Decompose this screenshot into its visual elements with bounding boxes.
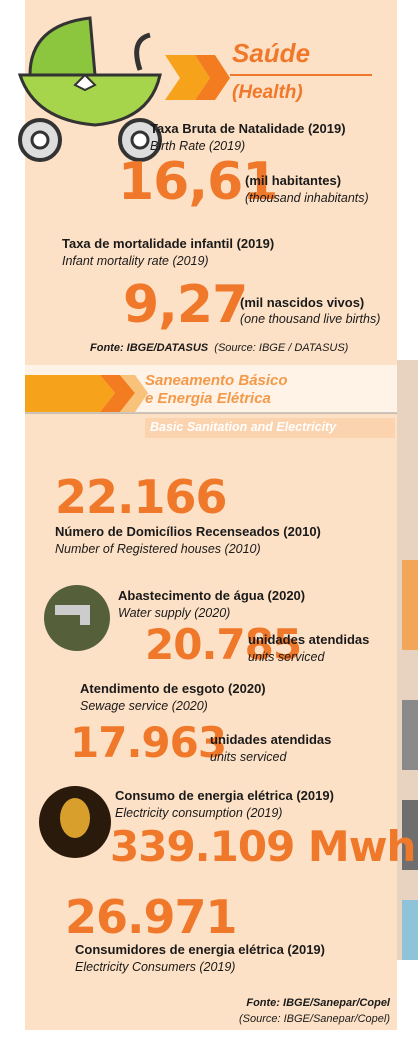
bulb bbox=[60, 798, 90, 838]
side-strip bbox=[402, 900, 418, 960]
label-en: Electricity Consumers (2019) bbox=[75, 960, 235, 974]
label: Abastecimento de água (2020) bbox=[118, 588, 305, 603]
label: Atendimento de esgoto (2020) bbox=[80, 681, 266, 696]
section-title: e Energia Elétrica bbox=[145, 390, 271, 407]
label: Taxa Bruta de Natalidade (2019) bbox=[150, 121, 346, 136]
label-en: Electricity consumption (2019) bbox=[115, 806, 282, 820]
big-value: 26.971 bbox=[65, 890, 237, 944]
big-value: 17.963 bbox=[70, 718, 226, 767]
big-value: 9,27 bbox=[123, 275, 247, 335]
section-title: Saúde bbox=[232, 38, 310, 69]
label-en: Infant mortality rate (2019) bbox=[62, 254, 209, 268]
unit: (mil nascidos vivos) bbox=[240, 295, 364, 310]
big-value: 22.166 bbox=[55, 470, 227, 524]
unit-en: (one thousand live births) bbox=[240, 312, 380, 326]
unit: unidades atendidas bbox=[248, 632, 369, 647]
label-en: Sewage service (2020) bbox=[80, 699, 208, 713]
chevrons bbox=[25, 375, 148, 412]
side-strip bbox=[402, 700, 418, 770]
big-value: 339.109 Mwh bbox=[110, 822, 415, 871]
side-strip bbox=[402, 560, 418, 650]
label-en: Birth Rate (2019) bbox=[150, 139, 245, 153]
source-en: (Source: IBGE / DATASUS) bbox=[214, 342, 348, 354]
section-subtitle: (Health) bbox=[232, 82, 303, 104]
label: Consumidores de energia elétrica (2019) bbox=[75, 942, 325, 957]
unit-en: units serviced bbox=[248, 650, 324, 664]
unit: (mil habitantes) bbox=[245, 173, 341, 188]
section-title: Saneamento Básico bbox=[145, 372, 288, 389]
source: Fonte: IBGE/Sanepar/Copel bbox=[246, 997, 390, 1009]
infographic: Saúde (Health) Taxa Bruta de Natalidade … bbox=[0, 0, 418, 1047]
label-en: Water supply (2020) bbox=[118, 606, 230, 620]
water-photo bbox=[44, 585, 110, 651]
label: Número de Domicílios Recenseados (2010) bbox=[55, 524, 321, 539]
unit-en: (thousand inhabitants) bbox=[245, 191, 369, 205]
label-en: Number of Registered houses (2010) bbox=[55, 542, 261, 556]
label: Taxa de mortalidade infantil (2019) bbox=[62, 236, 274, 251]
unit-en: units serviced bbox=[210, 750, 286, 764]
label: Consumo de energia elétrica (2019) bbox=[115, 788, 334, 803]
unit: unidades atendidas bbox=[210, 732, 331, 747]
source: Fonte: IBGE/DATASUS bbox=[90, 342, 208, 354]
source-en: (Source: IBGE/Sanepar/Copel) bbox=[239, 1013, 390, 1025]
section-subtitle: Basic Sanitation and Electricity bbox=[150, 420, 336, 434]
